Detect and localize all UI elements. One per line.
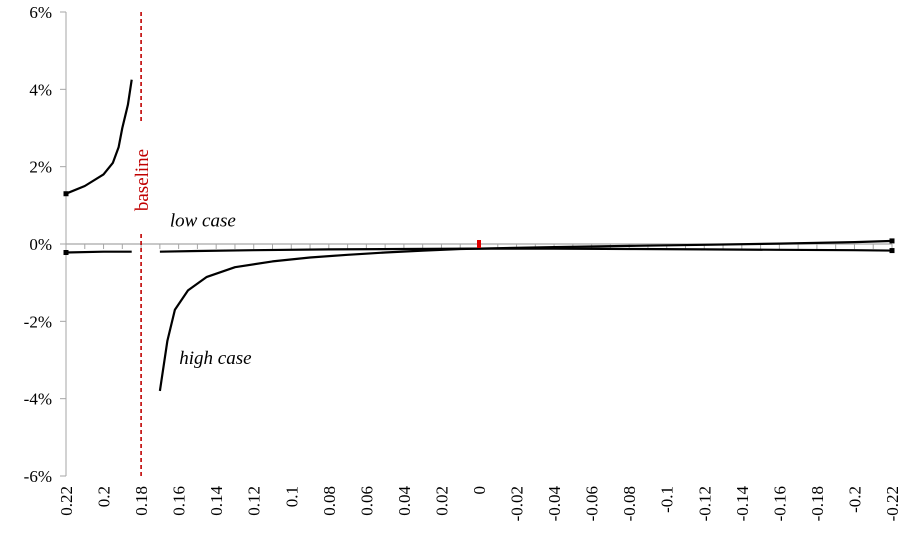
x-tick-label: 0.22	[57, 486, 76, 516]
y-tick-label: -6%	[24, 467, 52, 486]
x-tick-label: 0.12	[245, 486, 264, 516]
y-tick-label: 6%	[29, 3, 52, 22]
x-tick-label: -0.22	[883, 486, 902, 521]
x-tick-label: -0.06	[583, 486, 602, 521]
x-tick-label: 0.06	[357, 486, 376, 516]
x-tick-label: 0	[470, 486, 489, 495]
x-tick-label: -0.2	[845, 486, 864, 513]
y-tick-label: 4%	[29, 80, 52, 99]
x-tick-label: -0.16	[770, 486, 789, 521]
data-point-marker	[889, 238, 895, 244]
x-tick-label: -0.08	[620, 486, 639, 521]
series-1-line-1	[65, 79, 133, 195]
annotation-label: low case	[170, 211, 236, 232]
data-point-marker	[63, 250, 69, 256]
x-tick-label: 0.18	[132, 486, 151, 516]
y-tick-label: -4%	[24, 390, 52, 409]
zero-point-marker	[477, 240, 481, 248]
x-tick-label: -0.18	[808, 486, 827, 521]
x-tick-label: -0.02	[508, 486, 527, 521]
data-point-marker	[889, 248, 895, 254]
x-tick-label: 0.14	[207, 486, 226, 516]
x-tick-label: 0.04	[395, 486, 414, 516]
x-tick-label: 0.08	[320, 486, 339, 516]
x-tick-label: -0.04	[545, 486, 564, 522]
x-tick-label: -0.12	[695, 486, 714, 521]
series-2-line-1	[65, 250, 132, 254]
x-tick-label: -0.14	[733, 486, 752, 522]
y-tick-label: -2%	[24, 312, 52, 331]
series-2-line-2	[158, 239, 893, 392]
x-tick-label: 0.2	[95, 486, 114, 507]
x-tick-label: -0.1	[658, 486, 677, 513]
x-tick-label: 0.02	[432, 486, 451, 516]
data-point-marker	[63, 191, 69, 197]
annotation-label: high case	[179, 348, 251, 369]
baseline-label: baseline	[132, 149, 153, 211]
x-tick-label: 0.1	[282, 486, 301, 507]
y-tick-label: 0%	[29, 235, 52, 254]
y-tick-label: 2%	[29, 158, 52, 177]
x-tick-label: 0.16	[170, 486, 189, 516]
series-1-line-2	[159, 247, 893, 253]
